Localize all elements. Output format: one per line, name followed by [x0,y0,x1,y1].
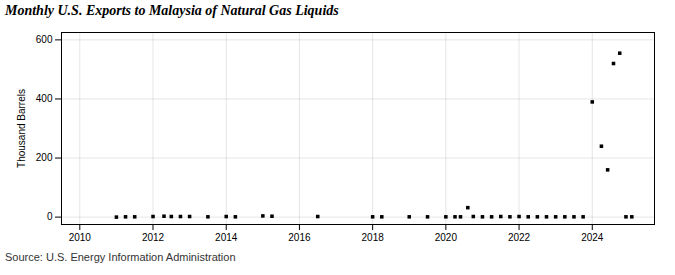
svg-text:2010: 2010 [69,232,92,243]
svg-text:600: 600 [36,34,53,45]
svg-text:2018: 2018 [362,232,385,243]
svg-text:2012: 2012 [142,232,165,243]
svg-text:400: 400 [36,93,53,104]
html-text:Source: U.S. Energy Informatio: Source: U.S. Energy Information Administ… [5,251,236,263]
svg-text:Thousand Barrels: Thousand Barrels [16,89,27,168]
svg-text:2024: 2024 [581,232,604,243]
svg-text:0: 0 [47,211,53,222]
svg-text:2016: 2016 [288,232,311,243]
svg-text:2022: 2022 [508,232,531,243]
svg-text:2020: 2020 [435,232,458,243]
svg-text:200: 200 [36,152,53,163]
svg-text:2014: 2014 [215,232,238,243]
html-text:Monthly U.S. Exports to Malays: Monthly U.S. Exports to Malaysia of Natu… [5,3,339,18]
